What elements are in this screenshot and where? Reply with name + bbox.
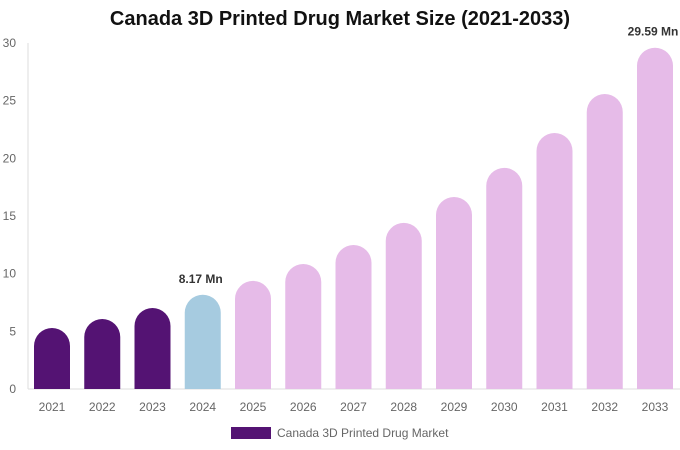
y-tick-label: 20 bbox=[3, 151, 17, 165]
x-tick-label: 2033 bbox=[642, 400, 669, 414]
chart-title: Canada 3D Printed Drug Market Size (2021… bbox=[109, 8, 571, 30]
y-tick-label: 30 bbox=[3, 36, 17, 50]
y-tick-label: 15 bbox=[3, 209, 17, 223]
bar-2022[interactable] bbox=[84, 318, 121, 389]
x-tick-label: 2032 bbox=[591, 400, 618, 414]
bar-2023[interactable] bbox=[134, 308, 171, 389]
y-tick-label: 25 bbox=[3, 94, 17, 108]
x-tick-label: 2022 bbox=[89, 400, 116, 414]
data-label: 29.59 Mn bbox=[628, 25, 679, 39]
y-tick-label: 5 bbox=[9, 324, 16, 338]
x-tick-label: 2025 bbox=[240, 400, 267, 414]
bar-2031[interactable] bbox=[536, 132, 573, 389]
y-tick-label: 0 bbox=[9, 382, 16, 396]
bar-2032[interactable] bbox=[586, 93, 623, 390]
x-tick-label: 2027 bbox=[340, 400, 367, 414]
x-tick-label: 2023 bbox=[139, 400, 166, 414]
x-tick-label: 2029 bbox=[441, 400, 468, 414]
y-tick-label: 10 bbox=[3, 267, 17, 281]
bar-2021[interactable] bbox=[34, 327, 70, 389]
x-tick-label: 2031 bbox=[541, 400, 568, 414]
legend-label: Canada 3D Printed Drug Market bbox=[277, 426, 449, 440]
x-tick-label: 2024 bbox=[189, 400, 216, 414]
legend-swatch bbox=[231, 427, 271, 439]
bar-2026[interactable] bbox=[285, 263, 322, 389]
bar-2030[interactable] bbox=[486, 167, 523, 389]
x-tick-label: 2026 bbox=[290, 400, 317, 414]
data-label: 8.17 Mn bbox=[179, 272, 223, 286]
bar-2028[interactable] bbox=[385, 222, 422, 389]
bar-2033[interactable] bbox=[637, 47, 673, 389]
bar-2029[interactable] bbox=[436, 196, 472, 389]
bar-2025[interactable] bbox=[235, 280, 271, 389]
legend[interactable]: Canada 3D Printed Drug Market bbox=[231, 426, 448, 440]
bar-2027[interactable] bbox=[335, 244, 372, 389]
x-tick-label: 2028 bbox=[390, 400, 417, 414]
bar-2024[interactable] bbox=[184, 294, 221, 389]
x-tick-label: 2021 bbox=[39, 400, 66, 414]
x-tick-label: 2030 bbox=[491, 400, 518, 414]
